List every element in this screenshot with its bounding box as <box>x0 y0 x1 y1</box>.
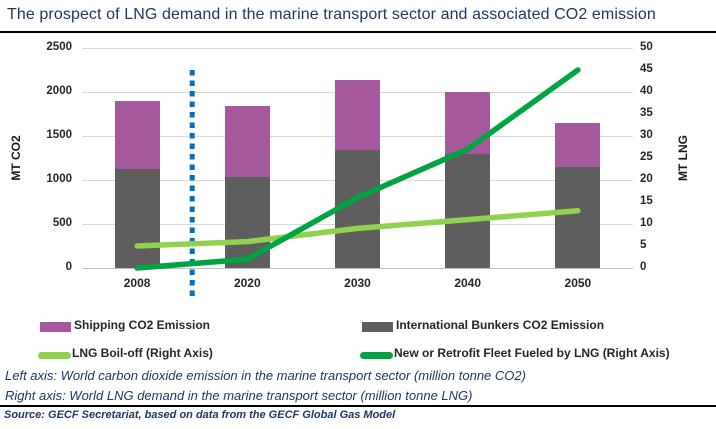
legend-label: New or Retrofit Fleet Fueled by LNG (Rig… <box>394 346 670 360</box>
x-axis-tick-label: 2008 <box>123 276 151 290</box>
left-axis-tick-label: 2000 <box>46 85 72 97</box>
left-axis-tick-label: 1000 <box>46 173 72 185</box>
right-axis-tick-label: 5 <box>640 239 647 251</box>
right-axis-note: Right axis: World LNG demand in the mari… <box>5 388 473 403</box>
legend-label: International Bunkers CO2 Emission <box>396 318 605 332</box>
right-axis-tick-label: 45 <box>640 63 653 75</box>
right-axis-tick-label: 50 <box>640 41 653 53</box>
x-axis-tick-label: 2040 <box>454 276 482 290</box>
bar-segment <box>445 92 491 154</box>
left-axis-tick-label: 500 <box>52 217 72 229</box>
chart-legend: Shipping CO2 Emission International Bunk… <box>0 308 716 366</box>
gridline <box>82 48 633 49</box>
right-axis-tick-label: 10 <box>640 217 653 229</box>
right-axis-tick-label: 25 <box>640 151 653 163</box>
x-axis-tick-label: 2030 <box>344 276 371 290</box>
right-axis-tick-label: 0 <box>640 261 647 273</box>
bar-segment <box>114 100 160 170</box>
page-title: The prospect of LNG demand in the marine… <box>7 6 656 23</box>
shipping-swatch <box>40 322 71 332</box>
right-axis-tick-label: 15 <box>640 195 653 207</box>
left-axis-tick-label: 2500 <box>46 41 72 53</box>
bar-segment <box>224 106 270 178</box>
x-axis-tick-label: 2050 <box>564 276 592 290</box>
x-axis-tick-label: 2020 <box>233 276 261 290</box>
chart-area: MT CO2 MT LNG 0 500 1000 1500 2000 2500 0 5 10 15… <box>0 36 716 306</box>
right-axis-title: MT LNG <box>676 135 690 181</box>
right-axis-tick-label: 30 <box>640 129 653 141</box>
source-divider <box>0 405 716 407</box>
bar-segment <box>335 150 380 268</box>
x-axis-line <box>82 268 633 269</box>
legend-label: LNG Boil-off (Right Axis) <box>72 346 213 360</box>
bar-segment <box>555 166 601 268</box>
title-divider <box>0 31 716 33</box>
bar-segment <box>224 177 270 268</box>
left-axis-note: Left axis: World carbon dioxide emission… <box>5 368 526 383</box>
left-axis-tick-label: 1500 <box>46 129 72 141</box>
source-note: Source: GECF Secretariat, based on data … <box>4 409 396 421</box>
boiloff-swatch <box>38 352 71 359</box>
bar-segment <box>555 122 601 167</box>
fleet-swatch <box>360 352 393 359</box>
left-axis-tick-label: 0 <box>65 261 72 273</box>
bar-segment <box>445 153 491 268</box>
right-axis-tick-label: 20 <box>640 173 653 185</box>
legend-label: Shipping CO2 Emission <box>74 318 211 332</box>
bar-segment <box>114 169 160 268</box>
bar-segment <box>335 79 380 151</box>
right-axis-tick-label: 40 <box>640 85 653 97</box>
right-axis-tick-label: 35 <box>640 107 653 119</box>
bunkers-swatch <box>362 322 393 332</box>
left-axis-title: MT CO2 <box>9 135 23 181</box>
